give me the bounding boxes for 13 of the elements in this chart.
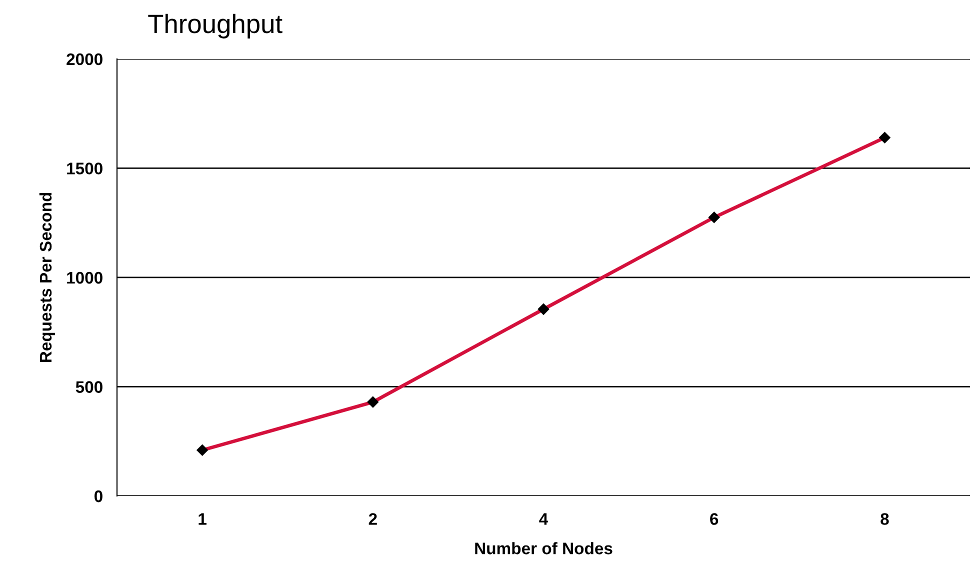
x-tick-label: 4	[539, 513, 548, 525]
x-tick-label: 1	[198, 513, 206, 525]
y-axis-title: Requests Per Second	[39, 192, 55, 362]
x-tick-label: 6	[710, 513, 718, 525]
x-tick-label: 2	[368, 513, 377, 525]
chart-title: Throughput	[148, 14, 282, 38]
x-tick-label: 8	[880, 513, 889, 525]
y-tick-label: 1000	[67, 272, 102, 284]
x-axis-title: Number of Nodes	[475, 542, 612, 554]
y-tick-label: 2000	[66, 53, 102, 66]
y-tick-label: 1500	[67, 162, 102, 174]
y-tick-label: 500	[76, 381, 102, 393]
y-tick-label: 0	[94, 490, 102, 502]
